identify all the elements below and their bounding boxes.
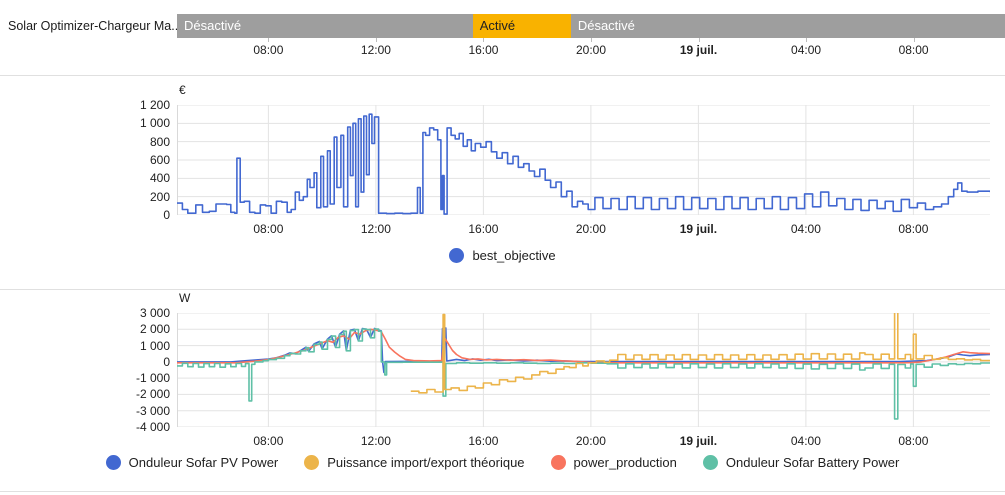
- power-unit-label: W: [179, 291, 191, 305]
- timeline-tick-label: 12:00: [360, 43, 391, 57]
- series-line-onduleur-sofar-battery-power: [177, 328, 990, 420]
- power-x-tick-label: 08:00: [253, 434, 284, 448]
- timeline-tick: [268, 38, 270, 42]
- timeline-tick: [483, 38, 485, 42]
- state-segment-label: Activé: [479, 18, 516, 33]
- best-objective-x-tick-label: 20:00: [575, 222, 606, 236]
- timeline-tick: [913, 38, 915, 42]
- legend-item-label: Puissance import/export théorique: [327, 455, 525, 470]
- legend-color-dot-icon: [449, 248, 465, 263]
- best-objective-y-tick-label: 600: [149, 153, 170, 167]
- legend-item-power-production[interactable]: power_production: [550, 455, 677, 470]
- best-objective-chart-card: €1 200 1 000 800 600 400 200 0 08:00 12:00 16:00 2…: [0, 76, 1005, 290]
- best-objective-y-tick-label: 800: [149, 134, 170, 149]
- state-timeline-bar[interactable]: Désactivé Activé Désactivé: [177, 14, 1005, 38]
- power-y-tick-label: 0: [163, 354, 170, 369]
- legend-color-dot-icon: [304, 455, 320, 470]
- best-objective-x-tick-label: 08:00: [898, 222, 929, 236]
- legend-item-label: Onduleur Sofar PV Power: [128, 455, 279, 470]
- timeline-tick-label: 20:00: [575, 43, 607, 57]
- legend-color-dot-icon: [105, 455, 121, 470]
- power-x-tick-label: 08:00: [898, 434, 929, 448]
- best-objective-y-tick-label: 0: [163, 208, 170, 222]
- power-y-tick-label: -2 000: [135, 387, 170, 402]
- state-segment-label: Désactivé: [577, 18, 635, 33]
- power-y-tick-label: -1 000: [135, 371, 170, 386]
- timeline-tick: [375, 38, 377, 42]
- state-timeline-card: Solar Optimizer-Chargeur Ma... Désactivé…: [0, 0, 1005, 76]
- timeline-tick-label: 08:00: [898, 43, 929, 57]
- legend-item-best-objective[interactable]: best_objective: [449, 248, 556, 263]
- legend-item-label: power_production: [573, 455, 677, 470]
- timeline-tick-label: 16:00: [468, 43, 499, 57]
- power-y-tick-label: -3 000: [135, 403, 170, 418]
- best-objective-y-tick-label: 1 000: [139, 116, 170, 131]
- legend-item-onduleur-sofar-pv-power[interactable]: Onduleur Sofar PV Power: [105, 455, 279, 470]
- best-objective-x-tick-label: 08:00: [253, 222, 284, 236]
- best-objective-y-tick-label: 200: [149, 189, 170, 204]
- power-x-tick-label: 12:00: [360, 434, 391, 448]
- timeline-tick: [698, 38, 700, 42]
- best-objective-legend: best_objective: [0, 248, 1005, 263]
- power-chart-card: W 3 000 2 000 1 000 0 -1 000 -2 000 -3 000 -4 00…: [0, 290, 1005, 492]
- best-objective-plot-area[interactable]: [177, 105, 990, 215]
- best-objective-x-tick-label: 04:00: [790, 222, 821, 236]
- power-legend: Onduleur Sofar PV Power Puissance import/…: [0, 455, 1005, 470]
- legend-item-puissance-import-export-th-orique[interactable]: Puissance import/export théorique: [304, 455, 525, 470]
- best-objective-x-tick-label: 12:00: [360, 222, 391, 236]
- power-y-tick-label: 3 000: [139, 306, 170, 320]
- best-objective-y-tick-label: 1 200: [139, 98, 170, 112]
- legend-item-label: Onduleur Sofar Battery Power: [725, 455, 900, 470]
- best-objective-unit-label: €: [179, 83, 186, 97]
- legend-item-label: best_objective: [472, 248, 556, 263]
- power-plot-area[interactable]: [177, 313, 990, 427]
- legend-color-dot-icon: [702, 455, 718, 470]
- timeline-entity-label: Solar Optimizer-Chargeur Ma...: [8, 19, 182, 33]
- power-x-tick-label: 19 juil.: [679, 434, 718, 448]
- power-y-tick-label: 2 000: [139, 322, 170, 337]
- legend-color-dot-icon: [550, 455, 566, 470]
- series-line-puissance-import-export-th-orique: [410, 313, 990, 394]
- timeline-tick: [806, 38, 808, 42]
- power-x-tick-label: 04:00: [790, 434, 821, 448]
- best-objective-x-tick-label: 16:00: [468, 222, 499, 236]
- state-segment-off[interactable]: Désactivé: [570, 14, 1005, 38]
- timeline-tick-label: 08:00: [253, 43, 284, 57]
- series-line-power-production: [177, 328, 990, 364]
- timeline-tick: [591, 38, 592, 42]
- state-segment-off[interactable]: Désactivé: [177, 14, 473, 38]
- legend-item-onduleur-sofar-battery-power[interactable]: Onduleur Sofar Battery Power: [702, 455, 900, 470]
- power-y-tick-label: 1 000: [139, 338, 170, 353]
- timeline-tick-label: 19 juil.: [679, 43, 718, 57]
- best-objective-y-tick-label: 400: [149, 171, 170, 186]
- state-segment-label: Désactivé: [184, 18, 242, 33]
- power-x-tick-label: 20:00: [575, 434, 606, 448]
- state-segment-on[interactable]: Activé: [472, 14, 571, 38]
- series-line-best-objective: [177, 113, 990, 215]
- timeline-tick-label: 04:00: [791, 43, 822, 57]
- power-y-tick-label: -4 000: [135, 420, 170, 434]
- best-objective-x-tick-label: 19 juil.: [679, 222, 718, 236]
- power-x-tick-label: 16:00: [468, 434, 499, 448]
